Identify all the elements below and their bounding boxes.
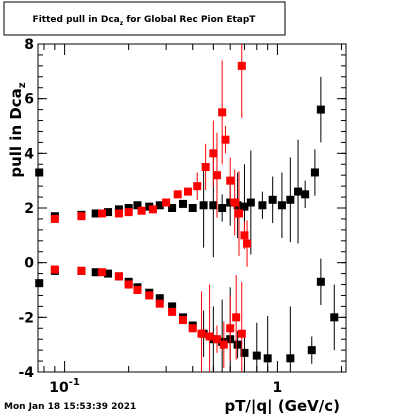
data-point: [286, 195, 295, 204]
data-point: [104, 269, 113, 278]
data-point: [114, 209, 123, 218]
data-point: [148, 205, 157, 214]
data-point: [205, 332, 214, 341]
data-point: [263, 354, 272, 363]
data-point: [145, 291, 154, 300]
data-point: [124, 208, 133, 217]
y-tick-label: 6: [24, 92, 34, 108]
data-point: [155, 294, 164, 303]
data-point: [277, 201, 286, 210]
y-tick-label: -2: [18, 310, 34, 326]
data-point: [183, 187, 192, 196]
data-point: [178, 316, 187, 325]
data-point: [98, 268, 107, 277]
title-box: [3, 1, 286, 36]
data-point: [268, 195, 277, 204]
data-point: [235, 209, 244, 218]
data-point: [240, 202, 249, 211]
data-point: [218, 108, 227, 117]
data-point: [252, 351, 261, 360]
data-point: [155, 299, 164, 308]
data-point: [178, 199, 187, 208]
y-tick-label: 8: [24, 37, 34, 53]
data-point: [209, 149, 218, 158]
data-point: [209, 201, 218, 210]
data-point: [188, 324, 197, 333]
data-point: [193, 182, 202, 191]
data-point: [168, 307, 177, 316]
data-point: [162, 198, 171, 207]
data-point: [137, 206, 146, 215]
chart-title: Fitted pull in Dcaz for Global Rec Pion …: [33, 15, 257, 27]
y-tick-label: 0: [24, 256, 34, 272]
data-point: [246, 198, 255, 207]
data-point: [98, 209, 107, 218]
x-tick-label: 1: [273, 380, 283, 396]
data-point: [258, 201, 267, 210]
data-point: [77, 212, 86, 221]
data-point: [240, 348, 249, 357]
data-point: [233, 340, 242, 349]
timestamp: Mon Jan 18 15:53:39 2021: [4, 402, 136, 412]
y-tick-label: 2: [24, 201, 34, 217]
data-point: [226, 176, 235, 185]
data-point: [294, 187, 303, 196]
data-point: [310, 168, 319, 177]
data-point: [212, 335, 221, 344]
data-point: [91, 268, 100, 277]
data-point: [330, 313, 339, 322]
data-point: [104, 208, 113, 217]
data-point: [232, 313, 241, 322]
data-point: [226, 324, 235, 333]
data-point: [230, 198, 239, 207]
data-point: [240, 231, 249, 240]
data-point: [219, 340, 228, 349]
data-point: [212, 171, 221, 180]
plot-area: -4 -2 0 2 4 6 8 10-1 1: [18, 37, 347, 396]
y-tick-label: -4: [18, 365, 34, 381]
data-point: [286, 354, 295, 363]
data-point: [316, 277, 325, 286]
data-point: [155, 201, 164, 210]
data-point: [243, 239, 252, 248]
data-point: [35, 168, 44, 177]
data-point: [168, 204, 177, 212]
data-point: [199, 201, 208, 210]
data-point: [77, 266, 86, 275]
data-point: [201, 163, 210, 171]
x-tick-label: 10-1: [49, 377, 80, 396]
data-point: [133, 286, 142, 294]
data-point: [133, 201, 142, 210]
data-point: [50, 214, 59, 223]
data-point: [168, 302, 177, 311]
data-point: [173, 190, 182, 199]
data-point: [188, 204, 197, 212]
data-point: [124, 280, 133, 289]
x-axis-title: pT/|q| (GeV/c): [224, 397, 340, 414]
data-point: [218, 204, 227, 212]
data-point: [197, 329, 206, 338]
data-point: [114, 272, 123, 281]
y-tick-label: 4: [24, 146, 34, 162]
data-point: [124, 204, 133, 212]
data-point: [237, 329, 246, 338]
y-axis-title: pull in Dcaz: [7, 82, 28, 177]
data-point: [237, 61, 246, 70]
data-point: [307, 346, 316, 355]
data-point: [114, 205, 123, 214]
data-point: [316, 105, 325, 114]
data-point: [221, 135, 230, 144]
data-point: [301, 190, 310, 199]
data-point: [91, 209, 100, 218]
data-point: [35, 279, 44, 288]
data-point: [50, 265, 59, 274]
